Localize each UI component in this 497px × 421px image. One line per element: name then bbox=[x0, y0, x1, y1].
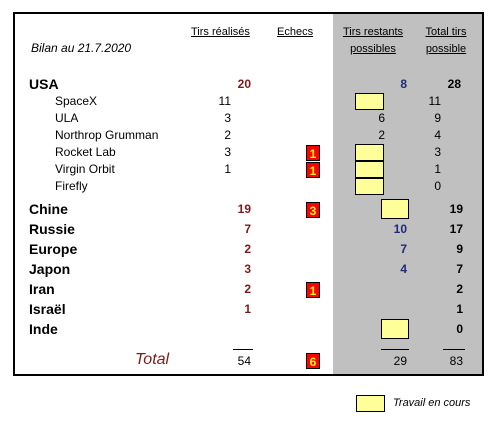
country-name: Russie bbox=[29, 221, 75, 237]
sum-line-realises bbox=[233, 349, 253, 350]
country-name: Israël bbox=[29, 301, 66, 317]
sum-line-total bbox=[443, 349, 465, 350]
usa-total: 28 bbox=[447, 77, 461, 91]
country-realises: 2 bbox=[244, 282, 251, 296]
company-total: 9 bbox=[434, 111, 441, 125]
header-total-tirs-2: possible bbox=[425, 43, 467, 55]
work-in-progress-box bbox=[381, 319, 409, 339]
company-name: Virgin Orbit bbox=[55, 162, 115, 176]
header-tirs-realises: Tirs réalisés bbox=[191, 26, 250, 38]
country-name: Chine bbox=[29, 201, 68, 217]
country-echecs-badge: 1 bbox=[306, 282, 320, 298]
legend-label: Travail en cours bbox=[393, 397, 471, 409]
country-total: 2 bbox=[456, 282, 463, 296]
company-total: 3 bbox=[434, 145, 441, 159]
country-name: Japon bbox=[29, 261, 71, 277]
country-realises: 2 bbox=[244, 242, 251, 256]
company-total: 11 bbox=[428, 94, 441, 108]
company-restants: 6 bbox=[378, 111, 385, 125]
country-realises: 7 bbox=[244, 222, 251, 236]
company-realises: 11 bbox=[218, 94, 231, 108]
total-realises: 54 bbox=[237, 354, 251, 368]
header-echecs: Echecs bbox=[277, 26, 314, 38]
company-echecs-badge: 1 bbox=[306, 145, 320, 161]
country-name: Iran bbox=[29, 281, 55, 297]
country-name: Inde bbox=[29, 321, 58, 337]
company-realises: 3 bbox=[224, 145, 231, 159]
work-in-progress-box bbox=[355, 178, 384, 195]
country-total: 17 bbox=[449, 222, 463, 236]
company-name: SpaceX bbox=[55, 94, 98, 108]
country-total: 0 bbox=[456, 322, 463, 336]
total-label: Total bbox=[135, 351, 170, 368]
country-total: 19 bbox=[449, 202, 463, 216]
country-realises: 1 bbox=[244, 302, 251, 316]
total-restants: 29 bbox=[393, 354, 407, 368]
country-restants: 4 bbox=[400, 262, 407, 276]
company-name: Rocket Lab bbox=[55, 145, 116, 159]
country-total: 9 bbox=[456, 242, 463, 256]
country-restants: 10 bbox=[393, 222, 407, 236]
country-name: USA bbox=[29, 76, 59, 92]
usa-restants: 8 bbox=[400, 77, 407, 91]
company-realises: 3 bbox=[224, 111, 231, 125]
header-tirs-restants-2: possibles bbox=[350, 43, 396, 55]
work-in-progress-box bbox=[355, 161, 384, 178]
total-total: 83 bbox=[449, 354, 463, 368]
bilan-date: Bilan au 21.7.2020 bbox=[31, 41, 132, 55]
company-total: 4 bbox=[434, 128, 441, 142]
work-in-progress-box bbox=[355, 93, 384, 110]
company-realises: 1 bbox=[224, 162, 231, 176]
country-realises: 19 bbox=[237, 202, 251, 216]
total-echecs-badge: 6 bbox=[306, 353, 320, 369]
country-name: Europe bbox=[29, 241, 78, 257]
usa-realises: 20 bbox=[237, 77, 251, 91]
country-realises: 3 bbox=[244, 262, 251, 276]
company-total: 1 bbox=[434, 162, 441, 176]
country-total: 1 bbox=[456, 302, 463, 316]
header-total-tirs-1: Total tirs bbox=[425, 26, 467, 38]
company-name: Firefly bbox=[55, 179, 88, 193]
company-echecs-badge: 1 bbox=[306, 162, 320, 178]
work-in-progress-box bbox=[381, 199, 409, 219]
company-name: ULA bbox=[55, 111, 79, 125]
launch-table: Tirs réalisés Echecs Tirs restants possi… bbox=[13, 12, 484, 376]
sum-line-restants bbox=[381, 349, 409, 350]
country-total: 7 bbox=[456, 262, 463, 276]
company-realises: 2 bbox=[224, 128, 231, 142]
company-name: Northrop Grumman bbox=[55, 128, 159, 142]
company-restants: 2 bbox=[378, 128, 385, 142]
company-total: 0 bbox=[434, 179, 441, 193]
header-tirs-restants-1: Tirs restants bbox=[342, 26, 404, 38]
country-echecs-badge: 3 bbox=[306, 202, 320, 218]
legend-work-swatch bbox=[356, 395, 385, 412]
work-in-progress-box bbox=[355, 144, 384, 161]
country-restants: 7 bbox=[400, 242, 407, 256]
